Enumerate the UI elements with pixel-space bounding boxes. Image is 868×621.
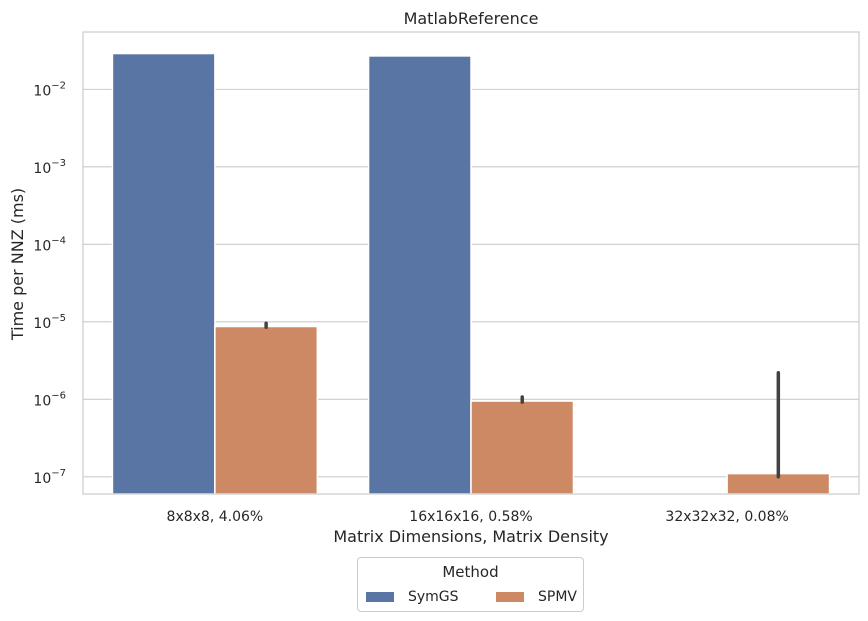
legend-item-symgs: SymGS — [366, 588, 459, 606]
legend-item-spmv: SPMV — [496, 588, 577, 606]
error-bars — [264, 321, 781, 479]
y-tick-label: 10−4 — [33, 235, 66, 254]
x-tick-label: 16x16x16, 0.58% — [409, 509, 532, 525]
tick-labels: 10−7 10−6 10−5 10−4 10−3 10−2 8x8x8, 4.06% 16x1… — [33, 80, 788, 525]
bar-symgs — [111, 52, 216, 495]
y-axis-label: Time per NNZ (ms) — [8, 188, 27, 341]
x-tick-label: 8x8x8, 4.06% — [167, 509, 264, 525]
bar-spmv — [214, 325, 319, 495]
y-tick-label: 10−3 — [33, 158, 66, 177]
chart-title: MatlabReference — [404, 9, 539, 28]
legend-swatch-spmv — [496, 592, 524, 602]
y-tick-label: 10−6 — [33, 390, 66, 409]
legend: Method SymGS SPMV — [357, 557, 584, 612]
y-tick-label: 10−5 — [33, 313, 66, 332]
bar-spmv — [470, 400, 575, 495]
legend-swatch-symgs — [366, 592, 394, 602]
y-tick-label: 10−7 — [33, 468, 66, 487]
bar-symgs — [367, 55, 472, 495]
legend-title: Method — [442, 563, 499, 581]
x-tick-label: 32x32x32, 0.08% — [665, 509, 788, 525]
bars — [111, 52, 831, 495]
x-axis-label: Matrix Dimensions, Matrix Density — [333, 527, 608, 546]
legend-label-symgs: SymGS — [408, 589, 459, 605]
legend-label-spmv: SPMV — [538, 589, 577, 605]
plot-frame — [82, 31, 860, 495]
y-tick-label: 10−2 — [33, 80, 66, 99]
